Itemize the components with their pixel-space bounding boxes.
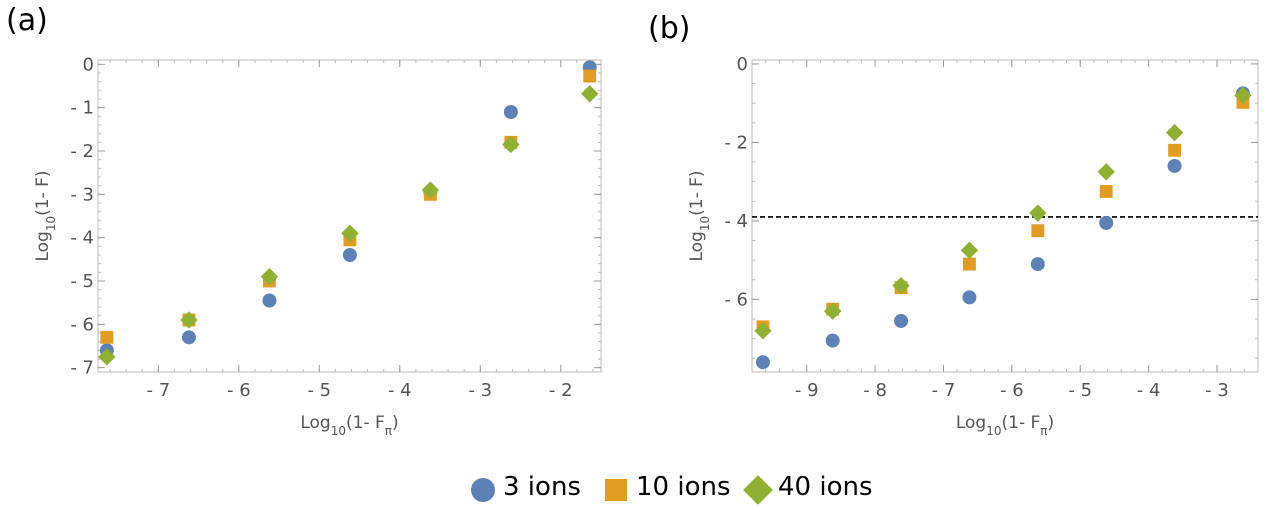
data-point	[963, 257, 976, 271]
data-point	[1030, 257, 1045, 272]
series-40-ions	[754, 86, 1252, 340]
x-tick-label: - 3	[468, 380, 492, 401]
data-point	[1168, 143, 1182, 157]
data-point	[342, 248, 357, 262]
y-axis-label: Log10(1- F)	[687, 170, 712, 261]
x-tick-label: - 6	[227, 380, 251, 401]
data-point	[341, 224, 359, 243]
panel-a-label: (a)	[6, 3, 48, 38]
plot-frame	[97, 59, 602, 373]
data-point	[100, 330, 114, 344]
data-point	[960, 241, 979, 260]
panel-b-label: (b)	[648, 11, 690, 46]
legend-item: 40 ions	[743, 472, 873, 505]
data-point	[421, 181, 440, 199]
data-point	[583, 69, 597, 83]
data-point	[894, 313, 909, 328]
y-tick-label: - 4	[724, 211, 748, 232]
legend-marker-diamond	[743, 475, 773, 505]
data-point	[502, 135, 520, 154]
data-point	[262, 293, 277, 308]
y-tick-label: - 6	[724, 289, 748, 310]
legend-item: 10 ions	[604, 472, 731, 502]
y-axis-label: Log10(1- F)	[33, 170, 58, 261]
x-axis-label: Log10(1- Fπ)	[956, 413, 1054, 438]
data-point	[260, 267, 279, 286]
data-point	[1097, 163, 1115, 181]
panel-b: (b) - 9 - 8 - 7 - 6 - 5 - 4 - 3 0 - 2 - 4 - 6 Log10…	[648, 11, 1259, 438]
y-tick-label: 0	[737, 54, 748, 75]
data-point	[1029, 204, 1047, 222]
data-point	[1031, 224, 1045, 238]
data-point	[180, 311, 198, 329]
data-point	[98, 348, 116, 366]
series-40-ions	[98, 85, 599, 366]
data-point	[1099, 185, 1113, 198]
y-tick-label: - 5	[70, 271, 94, 292]
data-point	[754, 322, 772, 340]
y-tick-label: - 2	[70, 141, 94, 162]
series-3-ions	[99, 60, 597, 358]
y-tick-label: - 4	[70, 228, 94, 249]
panel-b-plot: - 9 - 8 - 7 - 6 - 5 - 4 - 3 0 - 2 - 4 - 6 Log10(1- …	[687, 54, 1259, 438]
data-point	[581, 85, 599, 103]
x-tick-label: - 5	[307, 380, 331, 401]
legend: 3 ions 10 ions 40 ions	[471, 472, 873, 505]
data-point	[1099, 215, 1114, 230]
x-tick-label: - 9	[795, 380, 819, 401]
legend-item: 3 ions	[471, 472, 581, 502]
x-tick-label: - 2	[549, 380, 573, 401]
panel-a: (a) - 7- 6- 5- 4- 3- 20- 1- 2- 3- 4- 5- …	[6, 3, 602, 438]
x-axis-label: Log10(1- Fπ)	[300, 413, 398, 438]
data-point	[824, 302, 842, 320]
data-point	[825, 333, 840, 348]
data-point	[1167, 158, 1182, 173]
x-tick-label: - 3	[1205, 380, 1229, 401]
x-tick-label: - 4	[1137, 380, 1161, 401]
x-tick-label: - 7	[932, 380, 956, 401]
legend-marker-square	[604, 478, 628, 502]
panel-a-plot: - 7 - 6 - 5 - 4 - 3 - 2 0 - 1 - 2 - 3 - 4 - 5 - 6 - 7…	[33, 54, 602, 438]
data-point	[962, 290, 977, 305]
y-tick-label: - 2	[724, 132, 748, 153]
plot-frame	[751, 59, 1259, 373]
y-tick-label: - 6	[70, 314, 94, 335]
x-tick-label: - 7	[147, 380, 171, 401]
y-tick-label: - 3	[70, 184, 94, 205]
x-tick-label: - 4	[388, 380, 412, 401]
y-tick-label: - 7	[70, 358, 94, 379]
data-point	[892, 276, 910, 295]
legend-label: 3 ions	[503, 472, 581, 502]
x-tick-label: - 8	[863, 380, 887, 401]
legend-label: 10 ions	[636, 472, 731, 502]
x-tick-label: - 6	[1000, 380, 1024, 401]
data-point	[503, 105, 518, 119]
y-tick-label: - 1	[70, 98, 94, 119]
legend-label: 40 ions	[778, 472, 873, 502]
data-point	[755, 355, 770, 370]
data-point	[1234, 86, 1252, 105]
data-point	[1165, 123, 1184, 142]
legend-marker-circle	[471, 478, 495, 502]
x-tick-label: - 5	[1068, 380, 1092, 401]
data-point	[181, 330, 196, 345]
series-10-ions	[100, 69, 597, 344]
y-tick-label: 0	[83, 54, 94, 75]
